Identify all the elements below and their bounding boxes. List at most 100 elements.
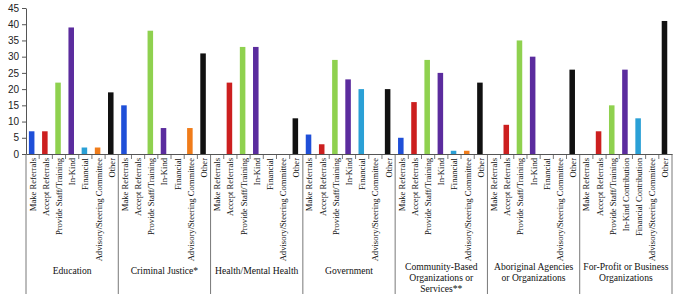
category-separator <box>52 154 53 159</box>
category-label: Accept Referrals <box>594 157 604 216</box>
category-label: Provide Staff/Training <box>239 157 249 235</box>
category-label: Financial Contribution <box>634 157 644 236</box>
category-separator <box>342 154 343 159</box>
bar <box>161 128 167 154</box>
x-tick: Accept Referrals <box>318 154 328 216</box>
category-label: Advisory/Steering Committee <box>94 158 104 262</box>
bar <box>517 40 523 154</box>
category-separator <box>131 154 132 159</box>
bar <box>240 47 246 154</box>
group-label-line: Organizations or <box>409 272 474 283</box>
category-label: Other <box>384 158 394 178</box>
x-tick: Accept Referrals <box>41 154 51 216</box>
bar <box>332 60 338 154</box>
group-label-line: Aboriginal Agencies <box>494 261 573 272</box>
bar <box>358 89 364 154</box>
x-tick: In-Kind <box>252 154 262 185</box>
x-tick: In-Kind <box>529 154 539 185</box>
y-tick-label: 45 <box>8 3 20 14</box>
category-separator <box>329 154 330 159</box>
bar <box>187 128 193 154</box>
y-tick-mark <box>22 138 26 139</box>
x-tick: Financial <box>357 154 367 190</box>
category-separator <box>144 154 145 159</box>
category-label: Accept Referrals <box>225 157 235 216</box>
category-separator <box>223 154 224 159</box>
x-tick: Advisory/Steering Committee <box>555 154 565 261</box>
category-label: Advisory/Steering Committee <box>555 158 565 262</box>
category-separator <box>250 154 251 159</box>
y-axis: 051015202530354045 <box>8 3 27 160</box>
group-separator <box>395 154 396 294</box>
x-tick: Make Referrals <box>28 154 38 211</box>
category-separator <box>65 154 66 159</box>
x-tick: Advisory/Steering Committee <box>278 154 288 261</box>
bar <box>29 131 35 154</box>
category-label: Financial <box>542 157 552 190</box>
group-label: Health/Mental Health <box>215 265 299 276</box>
bar <box>411 102 417 154</box>
category-label: In-Kind <box>67 157 77 185</box>
bar <box>609 105 615 154</box>
category-separator <box>171 154 172 159</box>
y-tick: 40 <box>8 19 26 30</box>
category-label: Accept Referrals <box>41 157 51 216</box>
category-label: Other <box>199 158 209 178</box>
bar <box>42 131 48 154</box>
bar <box>345 79 351 154</box>
category-separator <box>461 154 462 159</box>
bar <box>556 154 562 155</box>
category-label: Financial <box>265 157 275 190</box>
category-separator <box>39 154 40 159</box>
category-label: Advisory/Steering Committee <box>463 158 473 262</box>
x-tick: Financial <box>449 154 459 190</box>
category-label: Accept Referrals <box>502 157 512 216</box>
bar <box>55 83 61 154</box>
category-separator <box>421 154 422 159</box>
x-tick: Provide Staff/Training <box>239 154 249 235</box>
bar <box>266 154 272 155</box>
category-label: Other <box>476 158 486 178</box>
category-separator <box>78 154 79 159</box>
x-tick: In-Kind <box>67 154 77 185</box>
category-label: Accept Referrals <box>410 157 420 216</box>
group-label-line: Government <box>325 265 373 276</box>
category-separator <box>276 154 277 159</box>
bars <box>29 21 667 154</box>
group-separator <box>672 154 673 294</box>
category-label: Other <box>291 158 301 178</box>
separators <box>26 154 672 294</box>
category-label: Make Referrals <box>120 157 130 211</box>
bar <box>583 154 589 155</box>
group-separator <box>487 154 488 294</box>
category-separator <box>316 154 317 159</box>
category-label: Make Referrals <box>304 157 314 211</box>
category-separator <box>606 154 607 159</box>
y-tick-label: 30 <box>8 51 20 62</box>
category-label: Provide Staff/Training <box>331 157 341 235</box>
group-label-line: Criminal Justice* <box>131 265 199 276</box>
y-tick-label: 20 <box>8 84 20 95</box>
x-tick: Provide Staff/Training <box>146 154 156 235</box>
category-label: Make Referrals <box>28 157 38 211</box>
x-tick: Make Referrals <box>212 154 222 211</box>
x-tick: Advisory/Steering Committee <box>370 154 380 261</box>
group-label-line: Health/Mental Health <box>215 265 299 276</box>
category-label: Other <box>107 158 117 178</box>
category-separator <box>526 154 527 159</box>
category-separator <box>197 154 198 159</box>
bar <box>121 105 127 154</box>
category-separator <box>184 154 185 159</box>
category-separator <box>540 154 541 159</box>
x-tick: Accept Referrals <box>502 154 512 216</box>
group-label-line: For-Profit or Business <box>583 261 668 272</box>
group-separator <box>210 154 211 294</box>
y-tick-label: 0 <box>13 149 19 160</box>
group-separator <box>579 154 580 294</box>
group-label-line: Education <box>53 265 92 276</box>
category-label: In-Kind <box>529 157 539 185</box>
bar <box>424 60 430 154</box>
group-label-line: Community-Based <box>405 261 478 272</box>
category-label: Financial <box>173 157 183 190</box>
category-label: In-Kind <box>436 157 446 185</box>
